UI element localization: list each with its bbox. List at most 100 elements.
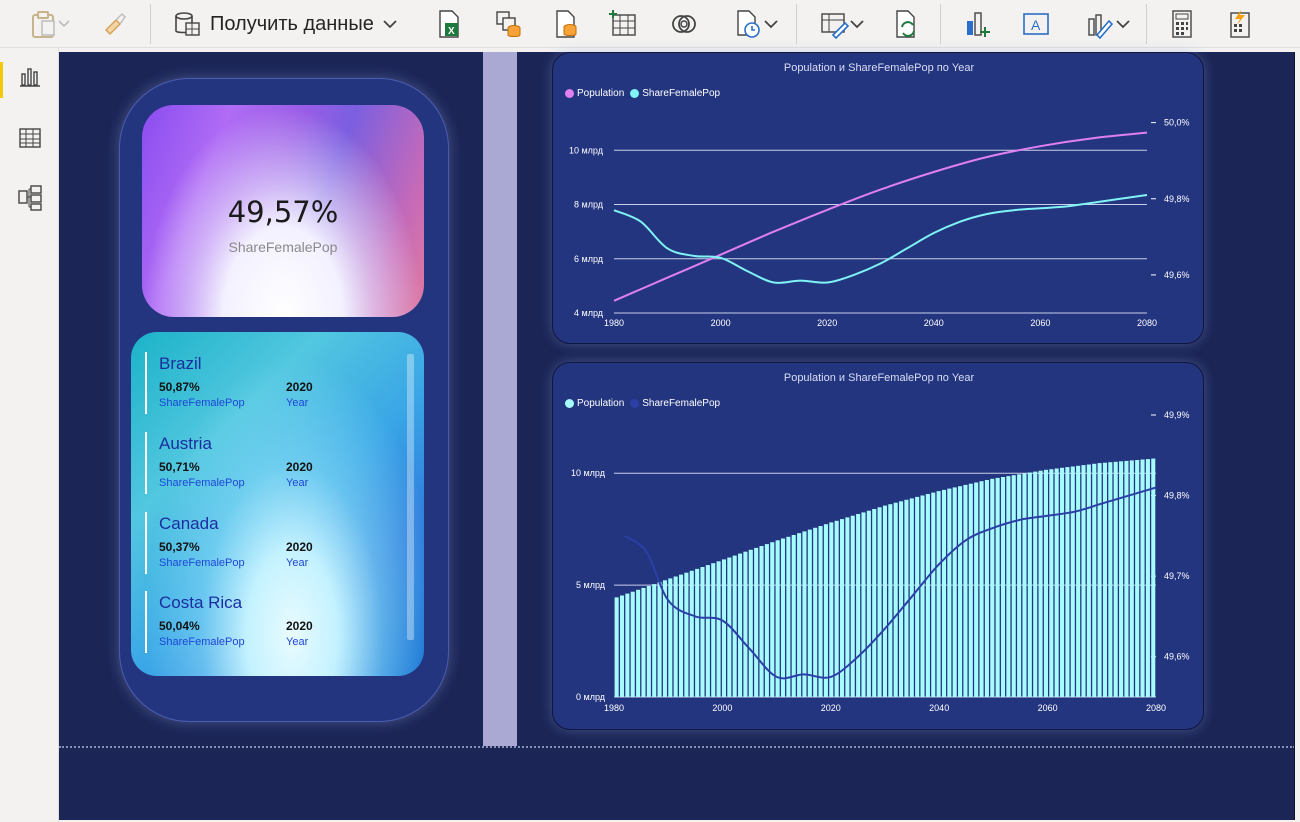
view-sidebar <box>0 48 59 822</box>
chevron-down-icon <box>763 19 779 29</box>
bar-population <box>738 553 743 697</box>
bar-population <box>1054 468 1059 697</box>
bar-population <box>791 535 796 697</box>
country-name: Brazil <box>159 354 202 373</box>
text-box-button[interactable]: A <box>1018 6 1054 42</box>
decorative-divider <box>483 52 517 746</box>
bar-population <box>1000 477 1006 697</box>
bar-population <box>641 587 646 697</box>
y-tick-label: 4 млрд <box>574 308 604 318</box>
bar-population <box>1017 474 1022 697</box>
more-visuals-button[interactable] <box>1080 6 1136 42</box>
list-item[interactable]: Canada 50,37% ShareFemalePop 2020 Year <box>145 512 395 574</box>
bar-population <box>845 517 850 697</box>
bar-population <box>1049 469 1054 697</box>
bar-population <box>646 586 651 697</box>
bar-population <box>775 540 780 697</box>
bar-population <box>797 533 802 697</box>
get-data-button[interactable]: Получить данные <box>172 6 412 42</box>
legend-item-population[interactable]: Population <box>565 398 624 409</box>
bar-population <box>1006 476 1011 697</box>
y-tick-label: 8 млрд <box>574 200 604 210</box>
y-tick-label: 0 млрд <box>576 692 606 702</box>
dataset-icon <box>493 9 523 39</box>
bar-population <box>823 524 828 697</box>
calculator-icon <box>1169 9 1195 39</box>
bar-population <box>1038 470 1043 697</box>
pencil-chart-icon <box>1085 9 1115 39</box>
bar-population <box>818 526 823 697</box>
y2-tick-label: 49,6% <box>1164 652 1190 662</box>
bar-population <box>732 555 737 697</box>
sql-server-icon <box>552 9 580 39</box>
list-item[interactable]: Costa Rica 50,04% ShareFemalePop 2020 Ye… <box>145 591 395 653</box>
format-painter-button[interactable] <box>96 6 132 42</box>
svg-text:A: A <box>1031 17 1041 33</box>
country-list-card[interactable]: Brazil 50,87% ShareFemalePop 2020 Year A… <box>131 332 424 676</box>
bar-population <box>958 486 963 697</box>
list-item[interactable]: Brazil 50,87% ShareFemalePop 2020 Year <box>145 352 395 414</box>
share-value: 50,37% <box>159 540 200 554</box>
recent-sources-button[interactable] <box>728 6 784 42</box>
new-measure-button[interactable] <box>1164 6 1200 42</box>
x-tick-label: 2080 <box>1137 318 1157 328</box>
bar-population <box>764 544 769 697</box>
active-indicator <box>0 62 3 98</box>
bar-population <box>839 519 845 697</box>
chevron-down-icon <box>382 19 398 29</box>
transform-data-button[interactable] <box>814 6 870 42</box>
bar-population <box>1145 459 1150 697</box>
line-chart-card[interactable]: 4 млрд 6 млрд 8 млрд 10 млрд 49,6% 49,8% 50,0%… <box>552 52 1204 344</box>
bar-population <box>1119 461 1124 697</box>
table-view-button[interactable] <box>0 110 59 170</box>
combo-chart-card[interactable]: 0 млрд 5 млрд 10 млрд 49,6% 49,7% 49,8% 49,9% 1… <box>552 362 1204 730</box>
year-value: 2020 <box>286 460 313 474</box>
new-visual-button[interactable] <box>960 6 996 42</box>
report-view-button[interactable] <box>0 48 59 108</box>
legend-item-share[interactable]: ShareFemalePop <box>630 398 720 409</box>
list-item[interactable]: Austria 50,71% ShareFemalePop 2020 Year <box>145 432 395 494</box>
table-add-icon <box>609 9 639 39</box>
paste-button[interactable] <box>22 6 78 42</box>
bar-population <box>899 501 904 697</box>
bar-population <box>721 559 726 697</box>
text-box-icon: A <box>1020 9 1052 39</box>
kpi-card[interactable]: 49,57% ShareFemalePop <box>142 105 424 317</box>
bar-population <box>1151 458 1156 697</box>
bar-population <box>1092 463 1097 697</box>
x-tick-label: 2040 <box>924 318 944 328</box>
bar-population <box>780 538 786 697</box>
year-label: Year <box>286 557 309 569</box>
bar-population <box>1102 462 1108 697</box>
bar-population <box>990 478 995 697</box>
quick-measure-button[interactable] <box>1222 6 1258 42</box>
year-value: 2020 <box>286 540 313 554</box>
share-label: ShareFemalePop <box>159 557 245 569</box>
bar-population <box>995 477 1000 697</box>
table-icon <box>18 126 42 155</box>
bar-population <box>636 589 641 697</box>
list-scrollbar[interactable] <box>407 354 414 640</box>
bar-population <box>861 512 866 697</box>
clipboard-icon <box>29 9 57 39</box>
x-tick-label: 2020 <box>821 703 841 713</box>
bar-population <box>893 502 898 697</box>
chart-legend: Population ShareFemalePop <box>565 88 720 99</box>
legend-label: ShareFemalePop <box>642 88 721 99</box>
refresh-button[interactable] <box>888 6 924 42</box>
enter-data-button[interactable] <box>606 6 642 42</box>
dataset-button[interactable] <box>490 6 526 42</box>
year-label: Year <box>286 397 309 409</box>
bar-population <box>700 567 705 697</box>
dataverse-button[interactable] <box>666 6 702 42</box>
legend-item-population[interactable]: Population <box>565 88 624 99</box>
chart-title: Population и ShareFemalePop по Year <box>783 62 975 74</box>
chevron-down-icon <box>849 19 865 29</box>
excel-button[interactable]: X <box>430 6 466 42</box>
y2-tick-label: 50,0% <box>1164 118 1190 128</box>
sql-server-button[interactable] <box>548 6 584 42</box>
model-view-button[interactable] <box>0 170 59 230</box>
bar-population <box>1065 467 1070 697</box>
legend-item-share[interactable]: ShareFemalePop <box>630 88 720 99</box>
series-line-population <box>613 131 1148 302</box>
